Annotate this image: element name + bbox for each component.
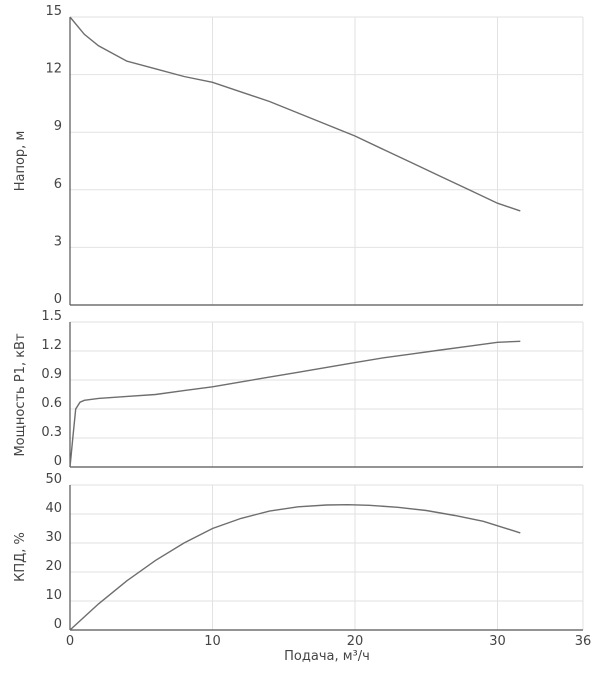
y-tick-label: 20: [45, 559, 62, 574]
y-tick-label: 0: [54, 292, 62, 307]
series-line-1: [69, 16, 521, 212]
y-axis-label: Мощность P1, кВт: [13, 333, 28, 457]
x-tick-label: 0: [66, 634, 74, 649]
y-tick-label: 9: [54, 119, 62, 134]
y-axis-label: КПД, %: [13, 532, 28, 582]
y-tick-label: 3: [54, 234, 62, 249]
y-tick-label: 0.3: [41, 425, 62, 440]
y-tick-label: 0.9: [41, 367, 62, 382]
y-tick-label: 50: [45, 472, 62, 487]
y-tick-label: 6: [54, 177, 62, 192]
x-tick-label: 30: [489, 634, 506, 649]
chart-panel-3: 0 10 20 30 40 50 КПД, % 0 10 20 30 36: [13, 472, 591, 649]
series-line-2: [69, 340, 521, 468]
y-tick-label: 0: [54, 454, 62, 469]
x-tick-label: 36: [575, 634, 592, 649]
y-tick-label: 0: [54, 617, 62, 632]
y-tick-label: 30: [45, 530, 62, 545]
y-tick-label: 10: [45, 588, 62, 603]
x-axis-label: Подача, м³/ч: [284, 649, 370, 664]
y-tick-label: 0.6: [41, 396, 62, 411]
series-line-3: [69, 503, 521, 631]
y-tick-label: 40: [45, 501, 62, 516]
x-tick-label: 20: [347, 634, 364, 649]
y-tick-label: 1.2: [41, 338, 62, 353]
y-tick-label: 12: [45, 62, 62, 77]
y-tick-label: 15: [45, 4, 62, 19]
y-axis-label: Напор, м: [13, 131, 28, 192]
chart-panel-2: 0 0.3 0.6 0.9 1.2 1.5 Мощность P1, кВт: [13, 309, 584, 469]
chart-panel-1: 0 3 6 9 12 15 Напор, м: [13, 4, 584, 307]
x-tick-label: 10: [204, 634, 221, 649]
y-tick-label: 1.5: [41, 309, 62, 324]
